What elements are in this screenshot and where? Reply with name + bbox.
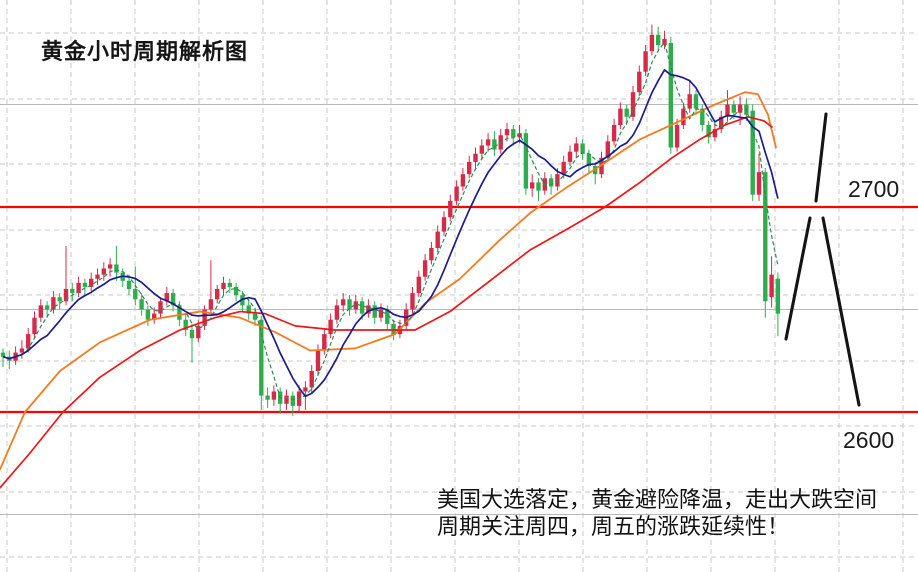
gray-level-lines-layer [0,104,918,515]
analyst-drawing-layer [784,112,861,407]
analyst-note-line1: 美国大选落定，黄金避险降温，走出大跌空间 [437,487,878,512]
price-label-2700: 2700 [848,176,900,202]
analyst-note: 美国大选落定，黄金避险降温，走出大跌空间 周期关注周四，周五的涨跌延续性！ [437,486,877,540]
moving-averages-layer [0,41,779,489]
analyst-note-line2: 周期关注周四，周五的涨跌延续性！ [437,514,790,539]
price-label-2600: 2600 [843,427,895,453]
chart-title: 黄金小时周期解析图 [41,39,249,64]
candles-layer [0,24,781,417]
